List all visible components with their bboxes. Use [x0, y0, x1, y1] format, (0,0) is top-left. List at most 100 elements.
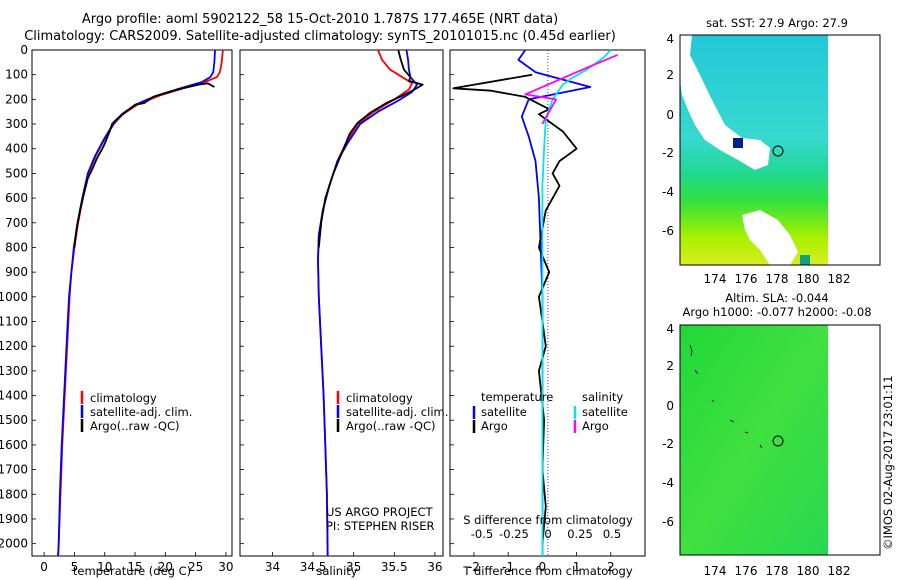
sst-map-title: sat. SST: 27.9 Argo: 27.9	[706, 16, 848, 30]
difference-series	[452, 49, 618, 556]
x-tick-label: 34	[265, 560, 280, 574]
map-y-tick: -2	[662, 146, 674, 160]
salinity-plot-frame	[239, 49, 444, 557]
x-tick-label: 0	[539, 560, 547, 574]
map-y-tick: 4	[666, 32, 674, 46]
series-line-satellite-adj-clim	[317, 49, 418, 557]
map-x-tick: 174	[704, 564, 727, 578]
sla-map	[679, 324, 881, 556]
x-tick-label: 2	[607, 560, 615, 574]
map-y-tick: 2	[666, 359, 674, 373]
x-tick-label: 30	[218, 560, 233, 574]
sla-coastline	[689, 344, 763, 449]
salinity-series	[317, 49, 424, 557]
map-y-tick: -6	[662, 515, 674, 529]
depth-tick-label: 1500	[0, 413, 28, 427]
map-y-tick: -2	[662, 437, 674, 451]
s-difference-axis-label: S difference from climatology	[463, 513, 633, 527]
depth-tick-label: 200	[5, 92, 28, 106]
temperature-x-axis: 0 5 10 15 20 25 30	[40, 552, 234, 574]
map-x-tick: 182	[828, 564, 851, 578]
depth-tick-label: 100	[5, 68, 28, 82]
sst-cloud-mask	[742, 210, 798, 265]
series-line-climatology	[57, 49, 224, 557]
depth-tick-label: 1300	[0, 364, 28, 378]
sst-map-frame	[679, 34, 881, 266]
depth-tick-label: 1700	[0, 463, 28, 477]
depth-tick-label: 1600	[0, 438, 28, 452]
x-tick-label: -1	[502, 560, 514, 574]
legend-label: satellite	[481, 405, 527, 419]
sla-map-title-line1: Altim. SLA: -0.044	[725, 291, 829, 305]
depth-tick-label: 2000	[0, 537, 28, 551]
sst-map-axes: 174 176 178 180 182 4 2 0 -2 -4 -6	[662, 32, 850, 286]
map-x-tick: 176	[735, 564, 758, 578]
map-x-tick: 182	[828, 272, 851, 286]
series-line-climatology	[317, 49, 414, 557]
sst-anomaly-cell	[733, 138, 743, 148]
legend-label: Argo(..raw -QC)	[90, 419, 180, 433]
series-line-t-satellite	[517, 49, 592, 556]
temperature-plot-frame	[31, 49, 233, 557]
map-x-tick: 180	[797, 272, 820, 286]
depth-tick-label: 1000	[0, 290, 28, 304]
series-line-s-argo	[524, 54, 618, 125]
map-x-tick: 174	[704, 272, 727, 286]
map-y-tick: 2	[666, 68, 674, 82]
x-tick-label: 10	[97, 560, 112, 574]
depth-tick-label: 400	[5, 142, 28, 156]
x-tick-label: 5	[71, 560, 79, 574]
depth-axis: 0 100 200 300 400 500 600 700 800 900 1000 1100 1200…	[0, 43, 454, 551]
legend-label: Argo	[481, 419, 508, 433]
map-x-tick: 178	[766, 272, 789, 286]
salinity-x-axis: 34 34.5 35 35.5 36	[265, 552, 443, 574]
series-line-argo-raw-qc	[73, 82, 215, 248]
x-tick-label: 34.5	[300, 560, 327, 574]
series-line-t-argo	[452, 73, 578, 544]
depth-tick-label: 1100	[0, 315, 28, 329]
legend-label: satellite-adj. clim.	[346, 405, 448, 419]
map-x-tick: 176	[735, 272, 758, 286]
sla-map-frame	[679, 324, 881, 556]
map-y-tick: -6	[662, 224, 674, 238]
x-tick-label: -2	[468, 560, 480, 574]
depth-tick-label: 1800	[0, 487, 28, 501]
difference-plot-frame	[449, 49, 646, 557]
x-tick-label: 1	[573, 560, 581, 574]
argo-float-marker	[772, 145, 784, 157]
depth-tick-label: 700	[5, 216, 28, 230]
x-tick-label: 25	[188, 560, 203, 574]
t-difference-axis-label: T difference from climatology	[462, 564, 633, 578]
x-tick-label: 0	[40, 560, 48, 574]
legend-label: Argo	[582, 419, 609, 433]
salinity-legend: climatology satellite-adj. clim. Argo(..…	[336, 391, 448, 433]
project-annotation: US ARGO PROJECT	[326, 505, 434, 519]
depth-tick-label: 900	[5, 265, 28, 279]
imos-credit: ©IMOS 02-Aug-2017 23:01:11	[881, 375, 895, 550]
s-difference-ticks: -0.5 -0.25 0 0.25 0.5	[471, 527, 621, 541]
x-tick-label: 36	[427, 560, 442, 574]
s-tick-label: 0	[544, 527, 551, 541]
depth-tick-label: 600	[5, 191, 28, 205]
map-y-tick: -4	[662, 185, 674, 199]
sla-map-axes: 174 176 178 180 182 4 2 0 -2 -4 -6	[662, 322, 850, 578]
chart-title-line1: Argo profile: aoml 5902122_58 15-Oct-201…	[81, 12, 559, 27]
map-y-tick: 0	[666, 108, 674, 122]
sst-anomaly-cell	[800, 255, 810, 265]
temperature-series	[57, 49, 224, 557]
sst-cloud-mask	[680, 35, 770, 170]
x-tick-label: 35.5	[381, 560, 408, 574]
series-line-s-satellite	[541, 49, 612, 556]
legend-label: climatology	[90, 391, 157, 405]
pi-annotation: PI: STEPHEN RISER	[326, 519, 435, 533]
s-tick-label: 0.5	[603, 527, 621, 541]
legend-label: satellite-adj. clim.	[90, 405, 192, 419]
map-x-tick: 180	[797, 564, 820, 578]
depth-tick-label: 300	[5, 117, 28, 131]
x-tick-label: 35	[346, 560, 361, 574]
x-tick-label: 15	[127, 560, 142, 574]
sla-map-title-line2: Argo h1000: -0.077 h2000: -0.08	[682, 305, 872, 319]
depth-tick-label: 1400	[0, 389, 28, 403]
legend-heading-salinity: salinity	[582, 390, 623, 404]
